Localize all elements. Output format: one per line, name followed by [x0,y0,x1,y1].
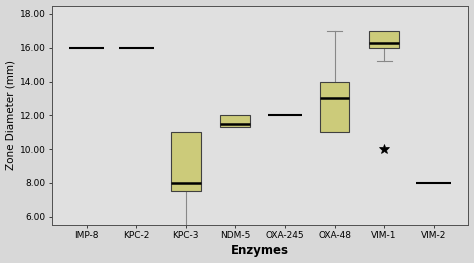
Bar [220,115,250,127]
Y-axis label: Zone Diameter (mm): Zone Diameter (mm) [6,60,16,170]
Bar [319,82,349,132]
Bar [369,31,399,48]
X-axis label: Enzymes: Enzymes [231,244,289,257]
Bar [171,132,201,191]
